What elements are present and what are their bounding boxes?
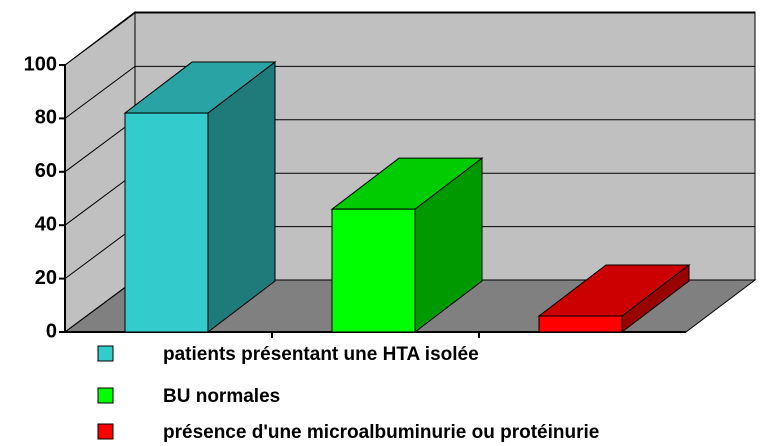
y-tick-label: 60 bbox=[35, 160, 57, 182]
legend-swatch bbox=[97, 387, 114, 404]
grid-line bbox=[64, 226, 136, 280]
bar bbox=[538, 315, 623, 333]
bar bbox=[331, 208, 416, 333]
legend-swatch bbox=[97, 345, 114, 362]
grid-line bbox=[64, 172, 136, 226]
grid-line bbox=[64, 119, 136, 173]
legend-label: présence d'une microalbuminurie ou proté… bbox=[163, 422, 599, 443]
y-tick-label: 40 bbox=[35, 213, 57, 235]
y-tick-label: 20 bbox=[35, 267, 57, 289]
y-tick-label: 80 bbox=[35, 107, 57, 129]
y-tick-label: 0 bbox=[46, 320, 57, 342]
y-tick-label: 100 bbox=[24, 53, 57, 75]
grid-line bbox=[64, 279, 136, 333]
bar bbox=[124, 112, 209, 333]
legend-label: BU normales bbox=[163, 386, 280, 407]
grid-line bbox=[64, 65, 136, 119]
legend-label: patients présentant une HTA isolée bbox=[163, 344, 479, 365]
legend-swatch bbox=[97, 423, 114, 440]
grid-line bbox=[64, 12, 136, 66]
